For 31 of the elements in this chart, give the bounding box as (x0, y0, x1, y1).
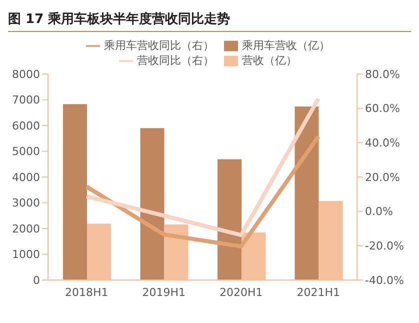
y-tick-label: 2000 (12, 222, 40, 236)
x-tick-label: 2020H1 (219, 286, 263, 299)
y-tick-label: 8000 (12, 68, 40, 81)
y-tick-label: 5000 (12, 145, 40, 158)
x-tick-label: 2021H1 (296, 286, 340, 299)
y-tick-label: 6000 (12, 119, 40, 132)
legend-label: 营收同比（右） (137, 54, 214, 67)
legend-label: 乘用车营收（亿） (242, 39, 330, 52)
y-tick-label: 7000 (12, 94, 40, 107)
x-tick-label: 2019H1 (142, 286, 186, 299)
bar (294, 106, 319, 280)
y-tick-label: 1000 (12, 248, 40, 262)
y-tick-label: 3000 (12, 196, 40, 210)
y2-tick-label: 20.0% (365, 170, 400, 184)
bar (140, 128, 164, 280)
chart-title: 图 17 乘用车板块半年度营收同比走势 (8, 8, 411, 32)
y-tick-label: 4000 (12, 170, 40, 184)
bar (218, 159, 242, 280)
legend-label: 乘用车营收同比（右） (104, 39, 214, 52)
x-tick-label: 2018H1 (64, 286, 108, 299)
y2-tick-label: 60.0% (365, 102, 400, 116)
y2-tick-label: 80.0% (365, 68, 400, 81)
y2-tick-label: -20.0% (365, 240, 404, 253)
bar (63, 104, 87, 280)
y2-tick-label: -40.0% (365, 274, 404, 287)
legend-label: 营收（亿） (242, 54, 297, 67)
y2-tick-label: 40.0% (365, 136, 400, 150)
y-tick-label: 0 (33, 274, 40, 287)
line-series (84, 134, 320, 248)
y2-tick-label: 0.0% (365, 205, 393, 218)
line-series (84, 96, 320, 238)
